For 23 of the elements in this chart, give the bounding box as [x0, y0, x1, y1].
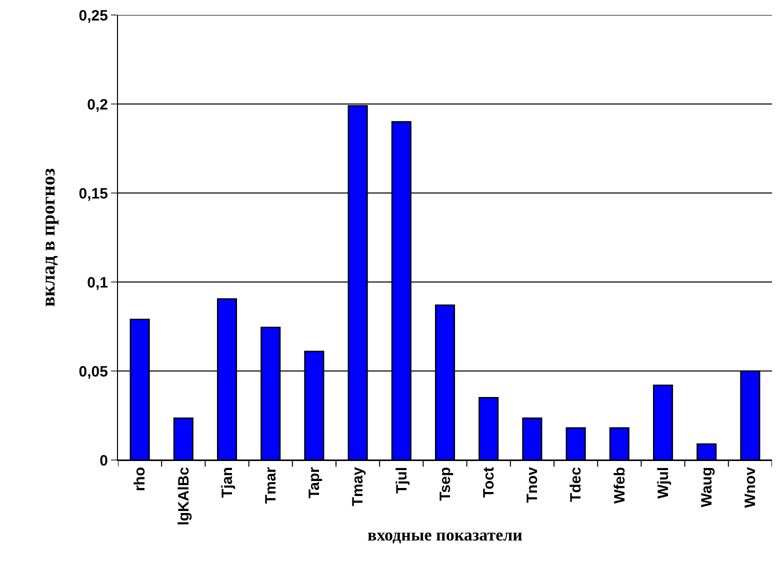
x-tick-label: Wjul	[654, 467, 672, 499]
x-tick-label: Toct	[480, 467, 498, 498]
x-tick-label: rho	[132, 467, 149, 492]
x-tick-label: Tmar	[262, 466, 280, 504]
x-tick-label: lgKAlBc	[175, 467, 192, 526]
y-tick-label: 0,05	[78, 363, 108, 380]
x-tick-label: Tnov	[524, 466, 542, 503]
y-tick-label: 0,15	[78, 185, 108, 202]
x-tick-label: Tmay	[350, 466, 367, 506]
x-axis-title: входные показатели	[368, 526, 523, 545]
y-tick-label: 0,25	[78, 7, 108, 24]
x-tick-label: Tapr	[306, 466, 324, 498]
y-tick-label: 0	[100, 452, 108, 470]
x-tick-label: Tjul	[393, 467, 410, 494]
x-tick-label: Tdec	[568, 467, 585, 502]
x-tick-label: Tsep	[436, 467, 454, 501]
y-tick-label: 0,2	[87, 96, 108, 114]
y-axis-title: вклад в прогноз	[38, 168, 60, 307]
x-tick-label: Wnov	[742, 466, 760, 508]
x-tick-label: Waug	[698, 467, 716, 508]
y-tick-label: 0,1	[87, 274, 108, 292]
x-tick-label: Tjan	[218, 467, 236, 498]
x-tick-label: Wfeb	[611, 467, 628, 504]
